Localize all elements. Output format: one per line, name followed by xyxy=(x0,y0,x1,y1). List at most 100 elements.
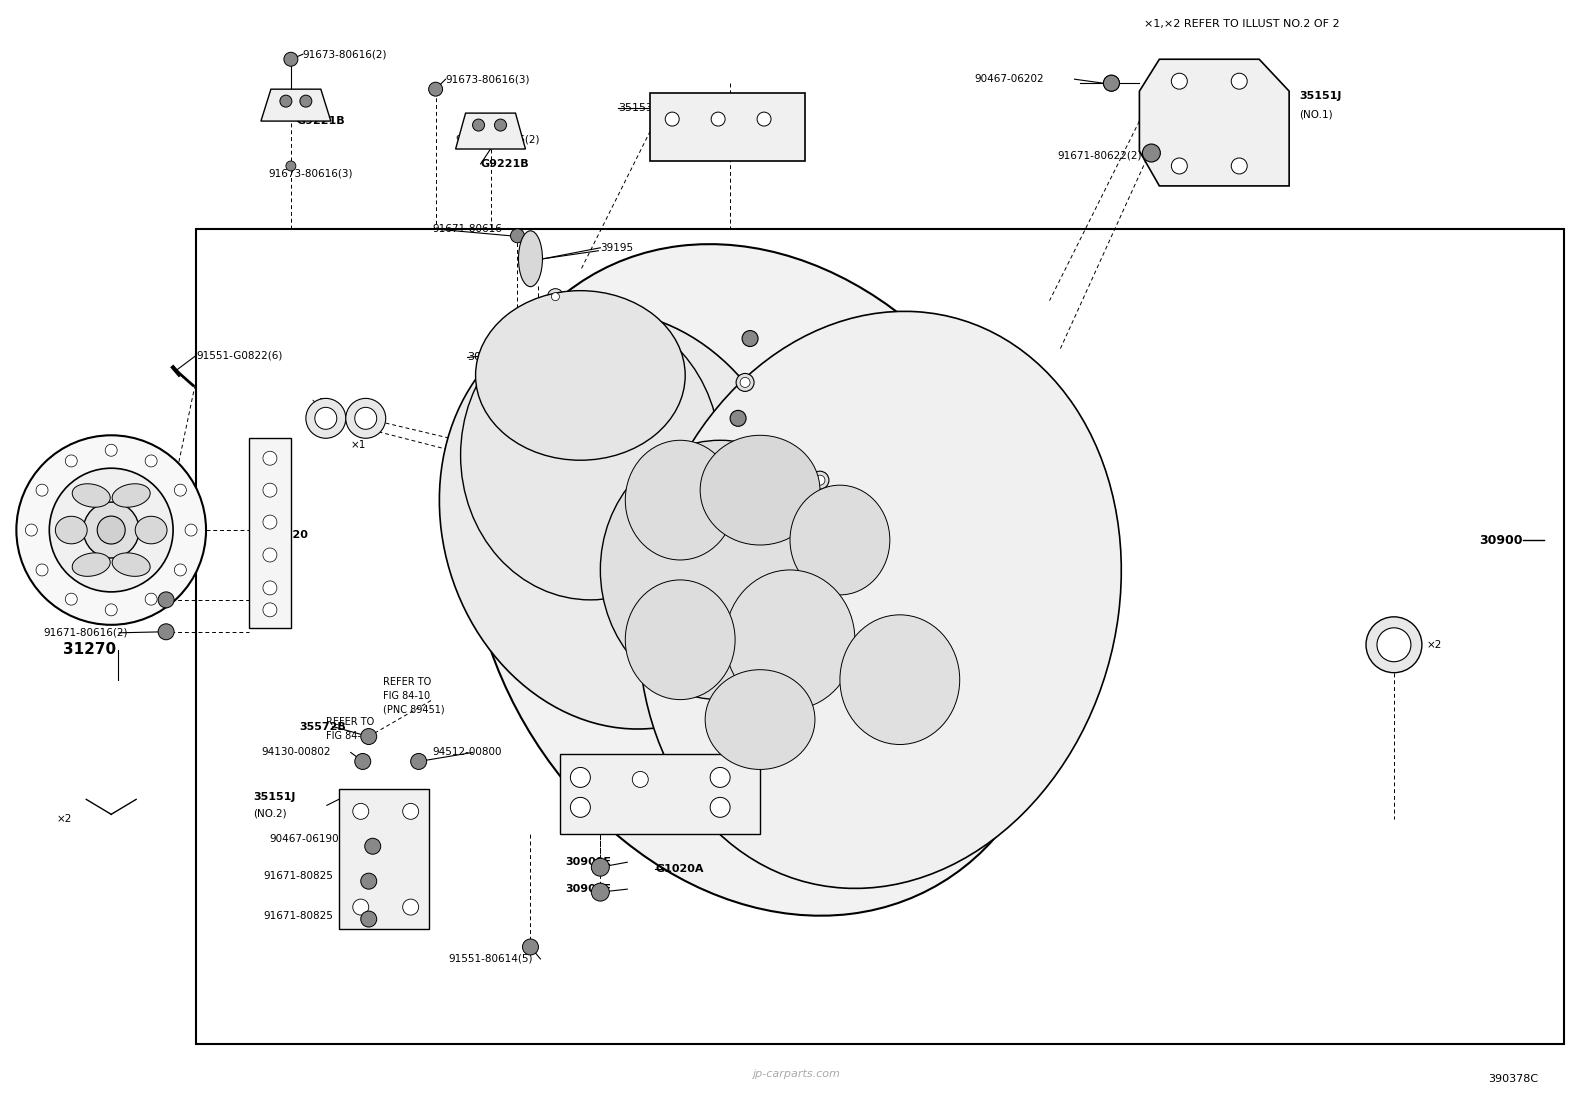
Ellipse shape xyxy=(700,435,820,545)
Ellipse shape xyxy=(815,475,825,485)
Ellipse shape xyxy=(175,485,186,496)
Polygon shape xyxy=(455,113,525,149)
Ellipse shape xyxy=(403,803,419,820)
Text: 90467-06202: 90467-06202 xyxy=(974,75,1044,85)
Ellipse shape xyxy=(736,374,755,391)
Text: G1020: G1020 xyxy=(269,530,309,540)
Ellipse shape xyxy=(355,408,377,430)
Ellipse shape xyxy=(1377,628,1411,662)
Ellipse shape xyxy=(411,754,427,769)
Ellipse shape xyxy=(519,231,543,287)
Text: 91551-G0822(6): 91551-G0822(6) xyxy=(196,351,282,360)
Ellipse shape xyxy=(175,564,186,576)
Ellipse shape xyxy=(522,939,538,955)
Ellipse shape xyxy=(315,408,338,430)
Ellipse shape xyxy=(532,358,546,373)
Ellipse shape xyxy=(1231,74,1247,89)
Text: FIG 84-10: FIG 84-10 xyxy=(326,731,373,741)
Bar xyxy=(248,439,291,628)
Text: 94512-00800: 94512-00800 xyxy=(433,747,501,757)
Ellipse shape xyxy=(632,771,648,787)
Ellipse shape xyxy=(460,311,720,600)
Ellipse shape xyxy=(111,484,150,508)
Text: 91671-80622(2): 91671-80622(2) xyxy=(1057,151,1141,160)
Ellipse shape xyxy=(473,119,484,131)
Ellipse shape xyxy=(626,580,736,700)
Ellipse shape xyxy=(111,553,150,576)
Ellipse shape xyxy=(72,484,110,508)
Ellipse shape xyxy=(476,290,685,460)
Ellipse shape xyxy=(1143,144,1161,162)
Ellipse shape xyxy=(1366,617,1422,673)
Bar xyxy=(196,229,1563,1044)
Text: (PNC 89451): (PNC 89451) xyxy=(382,704,444,714)
Bar xyxy=(650,93,806,160)
Ellipse shape xyxy=(263,484,277,497)
Text: ×2: ×2 xyxy=(1426,640,1442,650)
Ellipse shape xyxy=(710,767,731,787)
Ellipse shape xyxy=(790,485,890,595)
Text: 91551-80614(5): 91551-80614(5) xyxy=(449,954,533,964)
Ellipse shape xyxy=(600,441,841,700)
Ellipse shape xyxy=(403,899,419,915)
Text: G9221B: G9221B xyxy=(296,116,345,126)
Ellipse shape xyxy=(841,614,960,744)
Ellipse shape xyxy=(845,506,855,515)
Text: 35572B: 35572B xyxy=(299,722,345,732)
Ellipse shape xyxy=(105,603,118,615)
Text: 91673-80616(3): 91673-80616(3) xyxy=(446,75,530,85)
Ellipse shape xyxy=(551,292,559,301)
Text: 31270: 31270 xyxy=(64,642,116,657)
Ellipse shape xyxy=(299,96,312,107)
Ellipse shape xyxy=(740,377,750,388)
Ellipse shape xyxy=(532,344,546,357)
Ellipse shape xyxy=(428,82,443,96)
Text: 35151J: 35151J xyxy=(253,792,296,802)
Text: 90430-18008: 90430-18008 xyxy=(568,291,638,301)
Ellipse shape xyxy=(145,593,158,606)
Text: 91671-80825: 91671-80825 xyxy=(263,872,333,881)
Text: 35308F: 35308F xyxy=(712,447,758,457)
Ellipse shape xyxy=(1172,158,1188,174)
Ellipse shape xyxy=(353,803,369,820)
Ellipse shape xyxy=(1103,75,1119,91)
Ellipse shape xyxy=(158,624,174,640)
Ellipse shape xyxy=(724,570,855,710)
Ellipse shape xyxy=(495,119,506,131)
Ellipse shape xyxy=(731,445,745,459)
Text: 91673-80616(2): 91673-80616(2) xyxy=(302,49,387,59)
Ellipse shape xyxy=(511,229,524,243)
Text: 94130-00802: 94130-00802 xyxy=(261,747,331,757)
Ellipse shape xyxy=(810,471,829,489)
Ellipse shape xyxy=(263,548,277,562)
Text: G9221B: G9221B xyxy=(481,159,529,169)
Text: 30900E: 30900E xyxy=(565,857,611,867)
Text: 30900F: 30900F xyxy=(565,884,611,895)
Text: 30900: 30900 xyxy=(1479,533,1522,546)
Text: 91673-80616(2): 91673-80616(2) xyxy=(455,134,540,144)
Ellipse shape xyxy=(263,603,277,617)
Text: 82715-33B10: 82715-33B10 xyxy=(56,592,127,603)
Ellipse shape xyxy=(37,485,48,496)
Text: ×1: ×1 xyxy=(350,441,366,451)
Ellipse shape xyxy=(97,517,126,544)
Text: 90467-06190: 90467-06190 xyxy=(269,834,339,844)
Polygon shape xyxy=(261,89,331,121)
Ellipse shape xyxy=(145,455,158,467)
Ellipse shape xyxy=(365,839,380,854)
Text: 35153C: 35153C xyxy=(618,103,661,113)
Ellipse shape xyxy=(1172,74,1188,89)
Ellipse shape xyxy=(263,581,277,595)
Text: 39195: 39195 xyxy=(600,243,634,253)
Ellipse shape xyxy=(49,468,174,592)
Ellipse shape xyxy=(758,112,771,126)
Text: 390378C: 390378C xyxy=(1489,1074,1539,1084)
Bar xyxy=(339,789,428,929)
Ellipse shape xyxy=(283,53,298,66)
Text: 35308H: 35308H xyxy=(708,402,756,412)
Text: jp-carparts.com: jp-carparts.com xyxy=(751,1068,841,1079)
Text: ×1,×2 REFER TO ILLUST NO.2 OF 2: ×1,×2 REFER TO ILLUST NO.2 OF 2 xyxy=(1145,20,1340,30)
Text: ×2: ×2 xyxy=(56,814,72,824)
Text: 91673-80616(3): 91673-80616(3) xyxy=(267,169,352,179)
Ellipse shape xyxy=(135,517,167,544)
